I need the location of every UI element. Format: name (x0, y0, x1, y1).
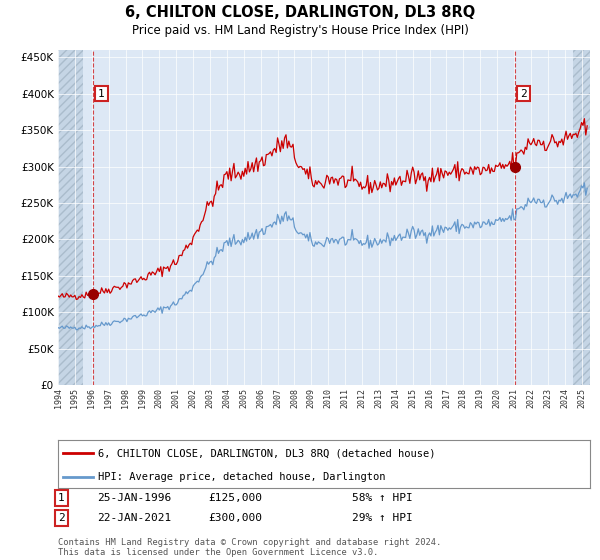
Text: 2019: 2019 (476, 388, 485, 408)
Text: 2010: 2010 (324, 388, 333, 408)
Text: 58% ↑ HPI: 58% ↑ HPI (352, 493, 413, 503)
Text: 1994: 1994 (53, 388, 62, 408)
Text: 2005: 2005 (239, 388, 248, 408)
Text: Price paid vs. HM Land Registry's House Price Index (HPI): Price paid vs. HM Land Registry's House … (131, 24, 469, 37)
Text: 29% ↑ HPI: 29% ↑ HPI (352, 513, 413, 523)
Text: 2014: 2014 (391, 388, 400, 408)
Text: 1995: 1995 (70, 388, 79, 408)
Bar (573, 50, 590, 385)
Text: 2017: 2017 (442, 388, 451, 408)
Text: 2012: 2012 (358, 388, 367, 408)
Text: 2016: 2016 (425, 388, 434, 408)
Text: 2021: 2021 (509, 388, 518, 408)
Text: 1998: 1998 (121, 388, 130, 408)
Text: 1997: 1997 (104, 388, 113, 408)
Text: 22-JAN-2021: 22-JAN-2021 (97, 513, 171, 523)
Text: £125,000: £125,000 (208, 493, 262, 503)
Text: 25-JAN-1996: 25-JAN-1996 (97, 493, 171, 503)
Text: 2015: 2015 (408, 388, 417, 408)
Text: 2008: 2008 (290, 388, 299, 408)
Text: 2000: 2000 (155, 388, 164, 408)
Text: 1996: 1996 (87, 388, 96, 408)
Text: 2004: 2004 (223, 388, 232, 408)
Text: 6, CHILTON CLOSE, DARLINGTON, DL3 8RQ (detached house): 6, CHILTON CLOSE, DARLINGTON, DL3 8RQ (d… (98, 449, 436, 459)
Text: 2009: 2009 (307, 388, 316, 408)
Text: 2022: 2022 (526, 388, 535, 408)
Text: HPI: Average price, detached house, Darlington: HPI: Average price, detached house, Darl… (98, 473, 385, 482)
Text: 2003: 2003 (206, 388, 215, 408)
Text: 2007: 2007 (273, 388, 282, 408)
Text: 2006: 2006 (256, 388, 265, 408)
Text: 6, CHILTON CLOSE, DARLINGTON, DL3 8RQ: 6, CHILTON CLOSE, DARLINGTON, DL3 8RQ (125, 5, 475, 20)
Text: 2011: 2011 (341, 388, 350, 408)
Text: 1999: 1999 (138, 388, 147, 408)
Text: Contains HM Land Registry data © Crown copyright and database right 2024.
This d: Contains HM Land Registry data © Crown c… (58, 538, 441, 557)
Text: 2: 2 (58, 513, 65, 523)
Text: 2013: 2013 (374, 388, 383, 408)
Text: 2001: 2001 (172, 388, 181, 408)
Text: 2018: 2018 (459, 388, 468, 408)
Text: 2025: 2025 (577, 388, 586, 408)
Bar (58, 50, 83, 385)
Text: 2002: 2002 (188, 388, 197, 408)
Text: 2024: 2024 (560, 388, 569, 408)
Text: 2023: 2023 (543, 388, 552, 408)
Text: 1: 1 (98, 88, 105, 99)
Text: £300,000: £300,000 (208, 513, 262, 523)
Text: 1: 1 (58, 493, 65, 503)
Text: 2: 2 (520, 88, 527, 99)
Text: 2020: 2020 (493, 388, 502, 408)
